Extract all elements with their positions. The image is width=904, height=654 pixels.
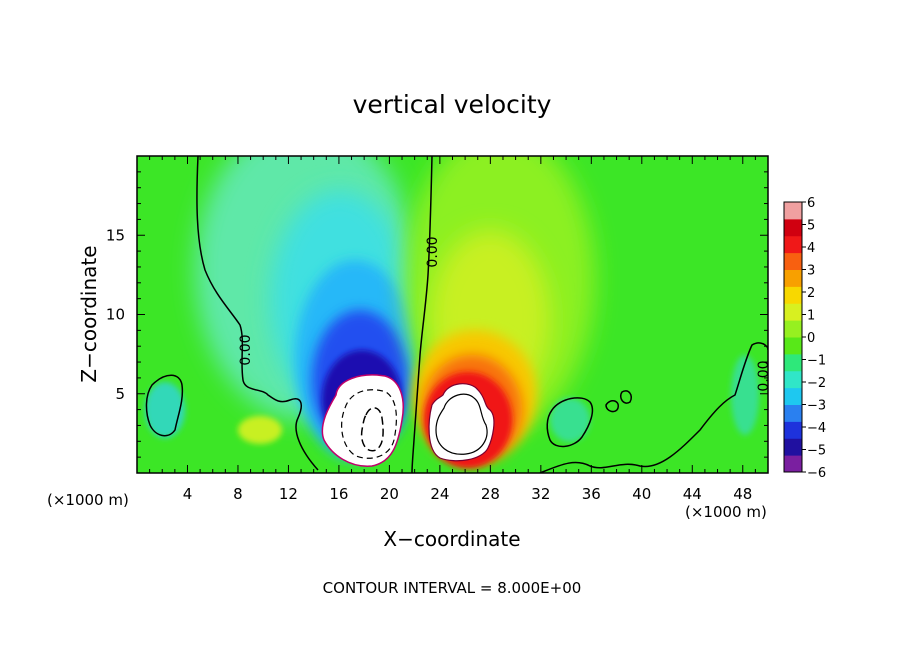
- x-tick-label: 12: [279, 485, 298, 503]
- x-tick-label: 48: [733, 485, 752, 503]
- field-region-far-right-negative: [731, 355, 759, 435]
- x-tick-label: 36: [582, 485, 601, 503]
- x-axis: 4 8 12 16 20 24 28 32 36 40 44 48: [149, 156, 756, 503]
- colorbar-swatch: [784, 370, 802, 389]
- contour-label-center: 0.00: [425, 236, 441, 267]
- colorbar-swatch: [784, 404, 802, 422]
- colorbar-swatch: [784, 202, 802, 220]
- colorbar-tick-label: −6: [807, 466, 826, 481]
- colorbar-swatch: [784, 218, 802, 237]
- x-tick-label: 28: [481, 485, 500, 503]
- colorbar: 6 5 4 3 2 1 0 −1 −2 −3 −4 −5 −6: [783, 196, 826, 481]
- x-tick-label: 24: [430, 485, 449, 503]
- y-axis-title: Z−coordinate: [77, 245, 101, 382]
- x-tick-label: 40: [632, 485, 651, 503]
- colorbar-tick-label: −3: [807, 399, 826, 414]
- x-unit-left: (×1000 m): [47, 491, 129, 509]
- contour-label-left: 0.00: [238, 334, 254, 365]
- colorbar-swatch: [784, 252, 802, 270]
- zero-contour-small-loop: [605, 390, 633, 413]
- y-tick-label: 5: [115, 385, 125, 403]
- colorbar-tick-label: 0: [807, 331, 815, 346]
- colorbar-tick-label: −4: [807, 421, 826, 436]
- contour-label-right: 0.00: [756, 360, 772, 391]
- downdraft-core: [321, 374, 404, 467]
- field-region-left-positive: [238, 416, 282, 444]
- chart-title: vertical velocity: [353, 90, 552, 119]
- negative-contour-dashed-outer: [341, 389, 397, 459]
- colorbar-tick-label: 5: [807, 219, 815, 234]
- plot-area: 0.00 0.00 0.00: [137, 156, 772, 473]
- colorbar-swatch: [784, 286, 802, 304]
- x-tick-label: 4: [183, 485, 193, 503]
- y-axis: 5 10 15: [106, 171, 768, 458]
- contour-interval-note: CONTOUR INTERVAL = 8.000E+00: [323, 579, 582, 597]
- colorbar-tick-label: 6: [807, 196, 815, 211]
- colorbar-swatch: [784, 353, 802, 372]
- colorbar-swatch: [784, 421, 802, 439]
- x-tick-label: 44: [683, 485, 702, 503]
- field-region-left-negative: [145, 382, 185, 438]
- x-unit-right: (×1000 m): [685, 503, 767, 521]
- colorbar-swatch: [784, 455, 802, 473]
- colorbar-swatch: [784, 320, 802, 338]
- x-tick-label: 20: [380, 485, 399, 503]
- zero-contour-right-surface: [539, 342, 768, 473]
- colorbar-tick-label: 3: [807, 264, 815, 279]
- x-tick-label: 16: [329, 485, 348, 503]
- colorbar-swatch: [784, 269, 802, 287]
- zero-contour-right-island: [546, 397, 594, 448]
- x-tick-label: 32: [531, 485, 550, 503]
- colorbar-tick-label: −5: [807, 444, 826, 459]
- colorbar-tick-label: 1: [807, 309, 815, 324]
- x-axis-title: X−coordinate: [383, 527, 520, 551]
- field-region-right-negative: [550, 398, 590, 442]
- y-tick-label: 10: [106, 306, 125, 324]
- colorbar-swatch: [784, 337, 802, 355]
- negative-contour-dashed-inner: [360, 407, 384, 452]
- y-tick-label: 15: [106, 226, 125, 244]
- x-tick-label: 8: [233, 485, 243, 503]
- zero-contour-center: [411, 156, 433, 473]
- colorbar-tick-label: −2: [807, 376, 826, 391]
- colorbar-tick-label: 2: [807, 286, 815, 301]
- colorbar-swatch: [784, 438, 802, 456]
- positive-contour-inner: [435, 393, 488, 455]
- colorbar-swatch: [784, 235, 802, 254]
- colorbar-tick-label: −1: [807, 354, 826, 369]
- colorbar-swatch: [784, 303, 802, 321]
- zero-contour-left-island: [145, 374, 184, 437]
- zero-contour-left: [196, 156, 319, 471]
- colorbar-tick-label: 4: [807, 241, 815, 256]
- colorbar-swatch: [784, 387, 802, 405]
